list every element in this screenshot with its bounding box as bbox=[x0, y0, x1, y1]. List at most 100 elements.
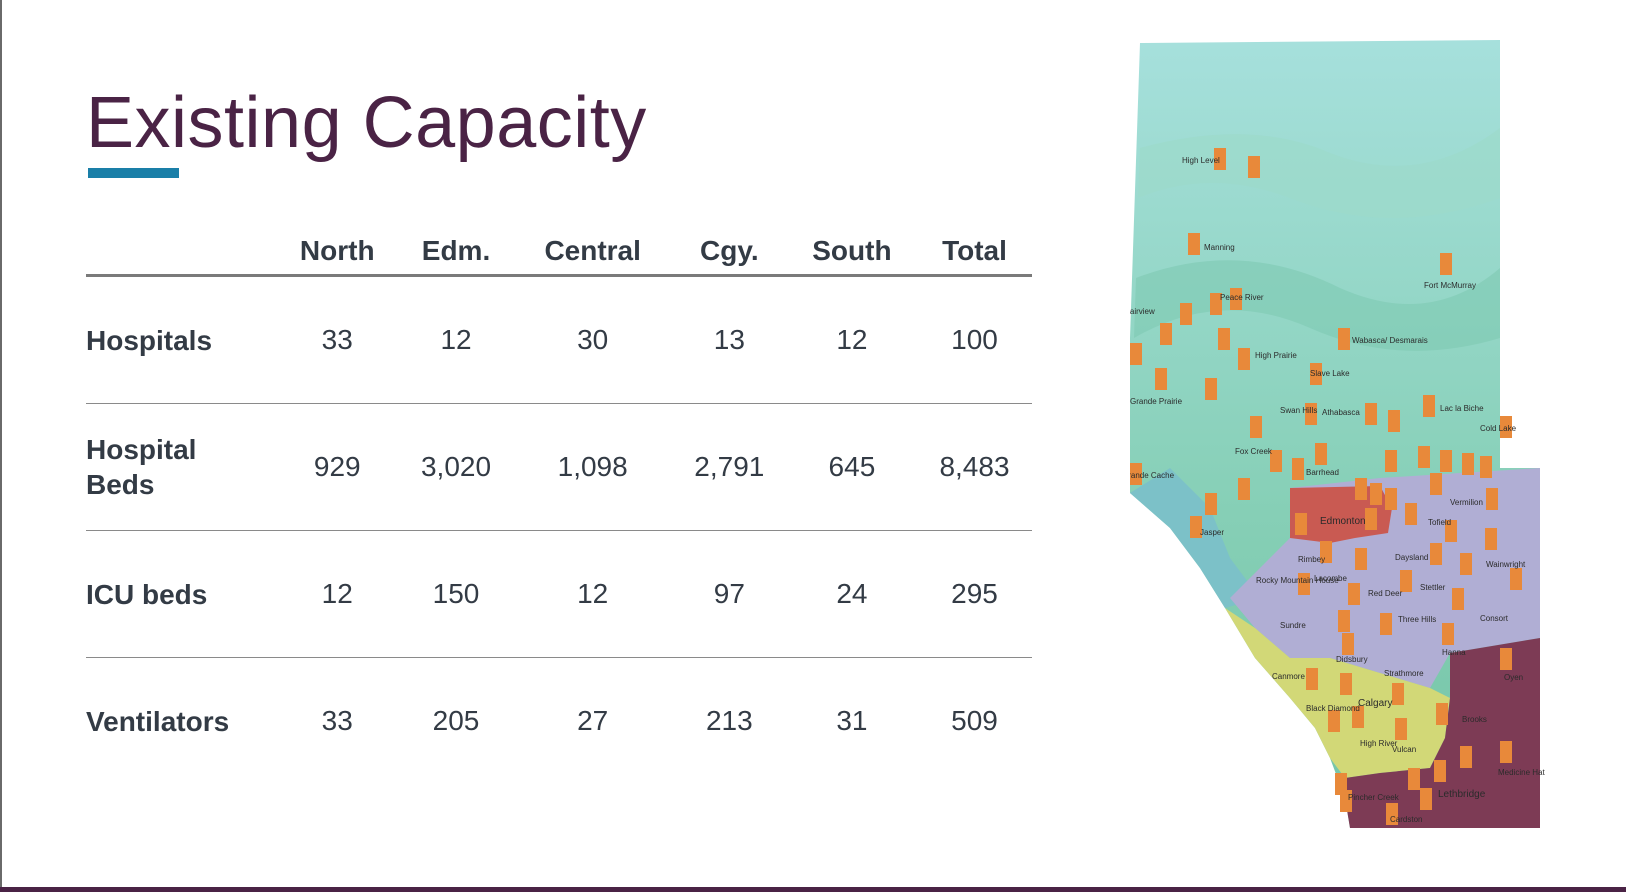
hospital-icon bbox=[1510, 568, 1522, 590]
table-cell: 8,483 bbox=[916, 403, 1032, 531]
town-label: Athabasca bbox=[1322, 408, 1360, 417]
hospital-icon bbox=[1434, 760, 1446, 782]
hospital-icon bbox=[1315, 443, 1327, 465]
hospital-icon bbox=[1340, 673, 1352, 695]
hospital-icon bbox=[1210, 293, 1222, 315]
table-cell: 12 bbox=[276, 530, 399, 658]
town-label: Fort McMurray bbox=[1424, 281, 1476, 290]
hospital-icon bbox=[1392, 683, 1404, 705]
hospital-icon bbox=[1320, 541, 1332, 563]
town-label: Edmonton bbox=[1320, 516, 1366, 527]
column-header-south: South bbox=[786, 230, 917, 277]
town-label: Rocky Mountain House bbox=[1256, 576, 1339, 585]
town-label: Lac la Biche bbox=[1440, 404, 1484, 413]
town-label: Peace River bbox=[1220, 293, 1264, 302]
table-cell: 509 bbox=[951, 705, 998, 736]
hospital-icons bbox=[1130, 148, 1522, 825]
town-label: High River bbox=[1360, 739, 1398, 748]
table-cell: 100 bbox=[916, 275, 1032, 404]
slide-footer-bar bbox=[0, 887, 1626, 892]
town-label: Grande Cache bbox=[1130, 471, 1175, 480]
hospital-icon bbox=[1460, 553, 1472, 575]
column-header-north: North bbox=[276, 230, 399, 277]
town-label: Canmore bbox=[1272, 672, 1305, 681]
town-label: Strathmore bbox=[1384, 669, 1424, 678]
town-label: Slave Lake bbox=[1310, 369, 1350, 378]
column-header-edmonton: Edm. bbox=[398, 230, 514, 277]
calgary-zone bbox=[1225, 608, 1450, 778]
hospital-icon bbox=[1160, 323, 1172, 345]
hospital-icon bbox=[1395, 718, 1407, 740]
hospital-icon bbox=[1298, 573, 1310, 595]
capacity-table: North Edm. Central Cgy. South Total Hosp… bbox=[86, 230, 1032, 784]
table-corner-cell bbox=[86, 230, 276, 277]
slide-title: Existing Capacity bbox=[86, 83, 647, 163]
town-label: Lethbridge bbox=[1438, 789, 1486, 800]
town-label: Vermilion bbox=[1450, 498, 1483, 507]
table-cell: 3,020 bbox=[398, 403, 514, 531]
table-row-hospitals: Hospitals 33 12 30 13 12 100 bbox=[86, 275, 1032, 404]
table-cell: 30 bbox=[513, 275, 672, 404]
table-cell: 295 bbox=[916, 530, 1032, 658]
hospital-icon bbox=[1436, 703, 1448, 725]
hospital-icon bbox=[1385, 450, 1397, 472]
hospital-icon bbox=[1238, 478, 1250, 500]
hospital-icon bbox=[1408, 768, 1420, 790]
column-header-central: Central bbox=[513, 230, 672, 277]
town-label: Cold Lake bbox=[1480, 424, 1517, 433]
hospital-icon bbox=[1400, 570, 1412, 592]
town-label: Barrhead bbox=[1306, 468, 1339, 477]
table-cell: 150 bbox=[398, 530, 514, 658]
hospital-icon bbox=[1452, 588, 1464, 610]
hospital-icon bbox=[1386, 803, 1398, 825]
hospital-icon bbox=[1218, 328, 1230, 350]
hospital-icon bbox=[1442, 623, 1454, 645]
town-labels: High Level Manning Fort McMurray Peace R… bbox=[1130, 156, 1545, 824]
table-cell: 31 bbox=[836, 705, 868, 736]
hospital-icon bbox=[1405, 503, 1417, 525]
hospital-icon bbox=[1342, 633, 1354, 655]
column-header-total: Total bbox=[916, 230, 1032, 277]
table-cell: 12 bbox=[786, 275, 917, 404]
table-row-hospital-beds: Hospital Beds 929 3,020 1,098 2,791 645 … bbox=[86, 403, 1032, 531]
hospital-icon bbox=[1440, 450, 1452, 472]
hospital-icon bbox=[1190, 516, 1202, 538]
town-label: Medicine Hat bbox=[1498, 768, 1545, 777]
hospital-icon bbox=[1250, 416, 1262, 438]
hospital-icon bbox=[1306, 668, 1318, 690]
town-label: Lacombe bbox=[1314, 574, 1347, 583]
row-label-hospitals: Hospitals bbox=[86, 275, 276, 404]
hospital-icon bbox=[1205, 378, 1217, 400]
town-label: Vulcan bbox=[1392, 745, 1416, 754]
hospital-icon bbox=[1430, 543, 1442, 565]
hospital-icon bbox=[1205, 493, 1217, 515]
hospital-icon bbox=[1130, 463, 1142, 485]
map-hill-decoration bbox=[1134, 260, 1500, 351]
hospital-icon bbox=[1270, 450, 1282, 472]
hospital-icon bbox=[1500, 741, 1512, 763]
hospital-icon bbox=[1420, 788, 1432, 810]
town-label: Black Diamond bbox=[1306, 704, 1360, 713]
table-header-row: North Edm. Central Cgy. South Total bbox=[86, 230, 1032, 277]
hospital-icon bbox=[1380, 613, 1392, 635]
hospital-icon bbox=[1430, 473, 1442, 495]
hospital-icon bbox=[1370, 483, 1382, 505]
table-cell: 929 bbox=[276, 403, 399, 531]
table-cell: 213 bbox=[705, 705, 753, 736]
map-svg: High Level Manning Fort McMurray Peace R… bbox=[1130, 40, 1545, 828]
hospital-icon bbox=[1328, 710, 1340, 732]
table-cell: 33 bbox=[276, 275, 399, 404]
town-label: Jasper bbox=[1200, 528, 1224, 537]
table-cell: 97 bbox=[671, 530, 787, 658]
row-label-hospital-beds: Hospital Beds bbox=[86, 403, 276, 531]
title-accent-bar bbox=[88, 168, 179, 178]
alberta-zone-map: High Level Manning Fort McMurray Peace R… bbox=[1130, 38, 1610, 868]
hospital-icon bbox=[1365, 403, 1377, 425]
table-row-ventilators: Ventilators 33 205 27 213 31 509 bbox=[86, 658, 1032, 785]
town-label: Oyen bbox=[1504, 673, 1523, 682]
hospital-icon bbox=[1305, 403, 1317, 425]
hospital-icon bbox=[1462, 453, 1474, 475]
town-label: High Prairie bbox=[1255, 351, 1297, 360]
hospital-icon bbox=[1423, 395, 1435, 417]
town-label: Fox Creek bbox=[1235, 447, 1273, 456]
